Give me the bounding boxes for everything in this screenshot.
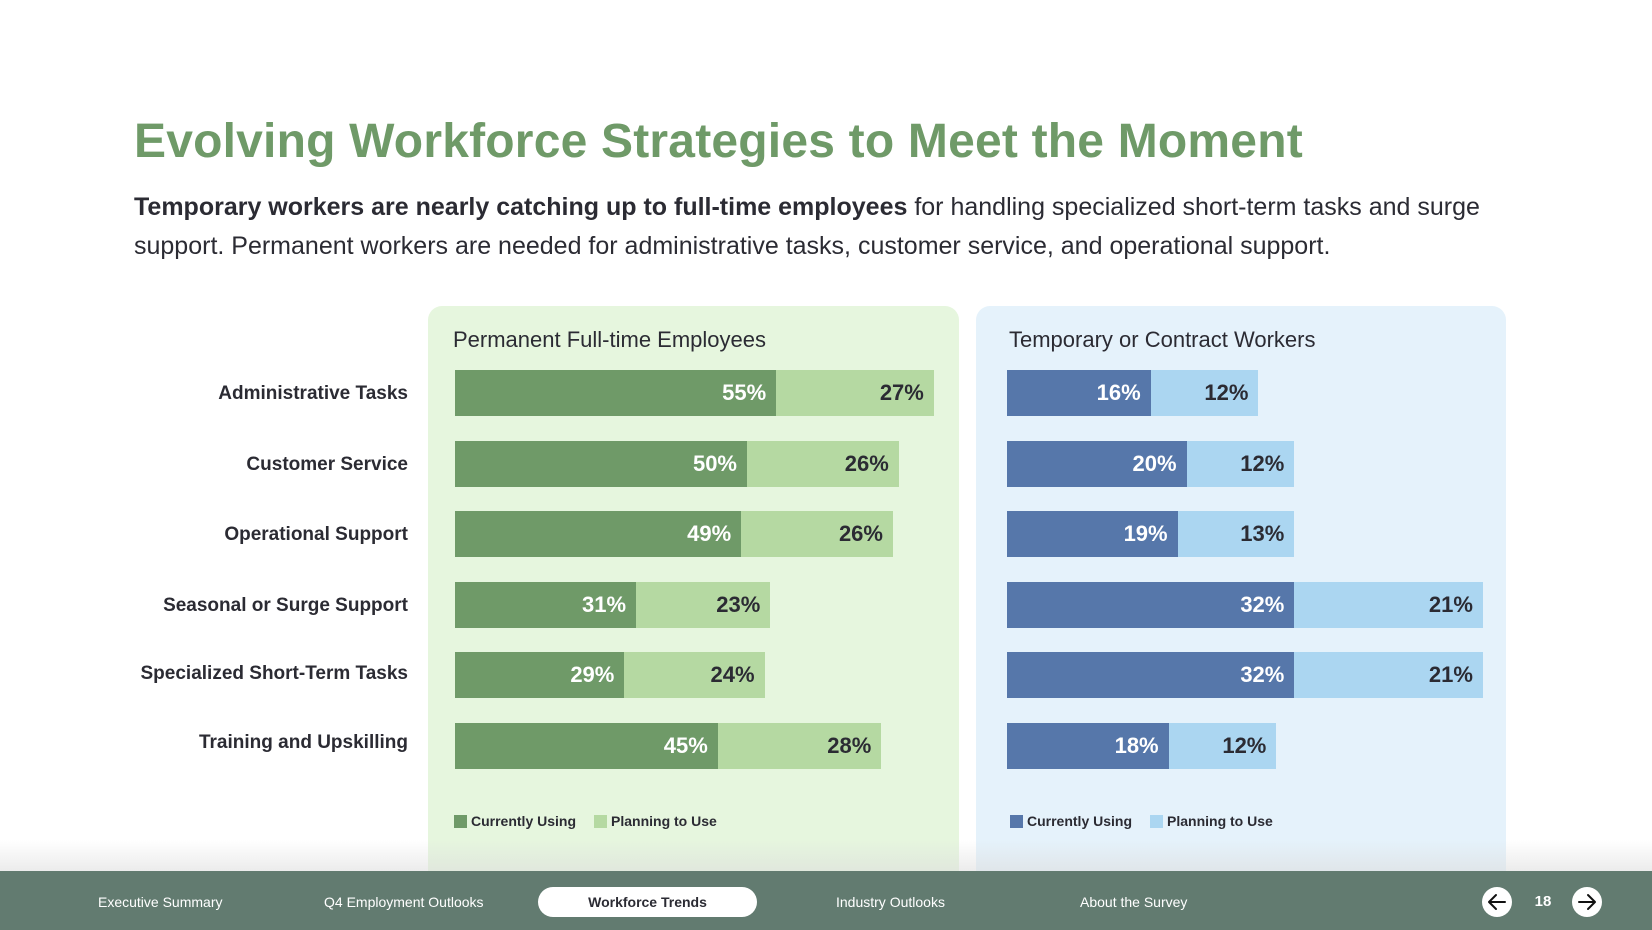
bar-segment-planning-to-use: 12% xyxy=(1150,370,1259,416)
stacked-bar: 31% 23% xyxy=(455,582,771,628)
bar-segment-planning-to-use: 24% xyxy=(624,652,765,698)
legend-swatch xyxy=(1010,814,1023,828)
category-label: Administrative Tasks xyxy=(218,383,408,404)
category-label: Specialized Short-Term Tasks xyxy=(140,663,409,684)
subtitle-text: for handling specialized short-term task… xyxy=(134,193,1480,260)
legend-item-planning-to-use: Planning to Use xyxy=(1150,813,1273,829)
legend-label: Planning to Use xyxy=(611,813,717,829)
legend: Currently Using Planning to Use xyxy=(454,813,735,829)
bar-segment-currently-using: 31% xyxy=(455,582,637,628)
stacked-bar: 50% 26% xyxy=(455,441,899,487)
stacked-bar: 32% 21% xyxy=(1007,582,1483,628)
nav-item-about-the-survey[interactable]: About the Survey xyxy=(1080,894,1188,910)
bar-segment-currently-using: 32% xyxy=(1007,652,1295,698)
legend-swatch xyxy=(594,814,608,828)
bar-segment-currently-using: 20% xyxy=(1007,441,1187,487)
stacked-bar: 20% 12% xyxy=(1007,441,1295,487)
category-label: Seasonal or Surge Support xyxy=(163,595,408,616)
legend-item-planning-to-use: Planning to Use xyxy=(594,813,717,829)
stacked-bar: 32% 21% xyxy=(1007,652,1483,698)
bar-segment-currently-using: 45% xyxy=(455,723,718,769)
nav-item-q4-employment-outlooks[interactable]: Q4 Employment Outlooks xyxy=(324,894,484,910)
bar-segment-currently-using: 19% xyxy=(1007,511,1178,557)
stacked-bar: 49% 26% xyxy=(455,511,893,557)
legend-item-currently-using: Currently Using xyxy=(454,813,576,829)
nav-item-workforce-trends[interactable]: Workforce Trends xyxy=(538,887,757,917)
arrow-left-icon xyxy=(1488,894,1506,910)
stacked-bar: 55% 27% xyxy=(455,370,934,416)
bar-segment-planning-to-use: 12% xyxy=(1186,441,1295,487)
bar-segment-planning-to-use: 21% xyxy=(1294,582,1483,628)
stacked-bar: 18% 12% xyxy=(1007,723,1277,769)
section-nav: Executive Summary Q4 Employment Outlooks… xyxy=(0,871,1652,930)
bar-segment-planning-to-use: 26% xyxy=(741,511,893,557)
bar-segment-currently-using: 55% xyxy=(455,370,777,416)
legend: Currently Using Planning to Use xyxy=(1010,813,1291,829)
legend-label: Currently Using xyxy=(471,813,577,829)
bar-segment-currently-using: 50% xyxy=(455,441,747,487)
stacked-bar: 19% 13% xyxy=(1007,511,1295,557)
nav-item-executive-summary[interactable]: Executive Summary xyxy=(98,894,223,910)
bar-segment-planning-to-use: 21% xyxy=(1294,652,1483,698)
bar-segment-currently-using: 49% xyxy=(455,511,742,557)
legend-swatch xyxy=(454,814,467,828)
page-title: Evolving Workforce Strategies to Meet th… xyxy=(134,115,1303,168)
stacked-bar: 16% 12% xyxy=(1007,370,1259,416)
bar-segment-planning-to-use: 28% xyxy=(717,723,882,769)
category-label: Customer Service xyxy=(246,454,408,475)
subtitle-emphasis: Temporary workers are nearly catching up… xyxy=(134,193,908,221)
bar-segment-planning-to-use: 13% xyxy=(1177,511,1295,557)
bar-segment-currently-using: 16% xyxy=(1007,370,1151,416)
temporary-workers-panel: Temporary or Contract Workers 16% 12% 20% 1… xyxy=(976,306,1506,906)
stacked-bar: 45% 28% xyxy=(455,723,882,769)
legend-swatch xyxy=(1150,814,1164,828)
legend-label: Planning to Use xyxy=(1167,813,1273,829)
page-subtitle: Temporary workers are nearly catching up… xyxy=(134,188,1534,266)
previous-page-button[interactable] xyxy=(1482,887,1512,917)
bar-segment-currently-using: 29% xyxy=(455,652,625,698)
bar-segment-planning-to-use: 23% xyxy=(636,582,771,628)
stacked-bar: 29% 24% xyxy=(455,652,765,698)
bar-segment-planning-to-use: 27% xyxy=(776,370,934,416)
bar-segment-currently-using: 32% xyxy=(1007,582,1295,628)
bar-segment-planning-to-use: 12% xyxy=(1168,723,1277,769)
legend-label: Currently Using xyxy=(1027,813,1133,829)
nav-item-industry-outlooks[interactable]: Industry Outlooks xyxy=(836,894,945,910)
next-page-button[interactable] xyxy=(1572,887,1602,917)
panel-title: Temporary or Contract Workers xyxy=(1009,327,1316,352)
category-label: Training and Upskilling xyxy=(198,732,408,753)
arrow-right-icon xyxy=(1578,894,1596,910)
permanent-employees-panel: Permanent Full-time Employees 55% 27% 50% 2… xyxy=(428,306,959,906)
bar-segment-planning-to-use: 26% xyxy=(747,441,899,487)
bar-segment-currently-using: 18% xyxy=(1007,723,1169,769)
legend-item-currently-using: Currently Using xyxy=(1010,813,1132,829)
page-number: 18 xyxy=(1534,893,1552,910)
panel-title: Permanent Full-time Employees xyxy=(453,327,767,352)
category-label: Operational Support xyxy=(224,524,408,545)
